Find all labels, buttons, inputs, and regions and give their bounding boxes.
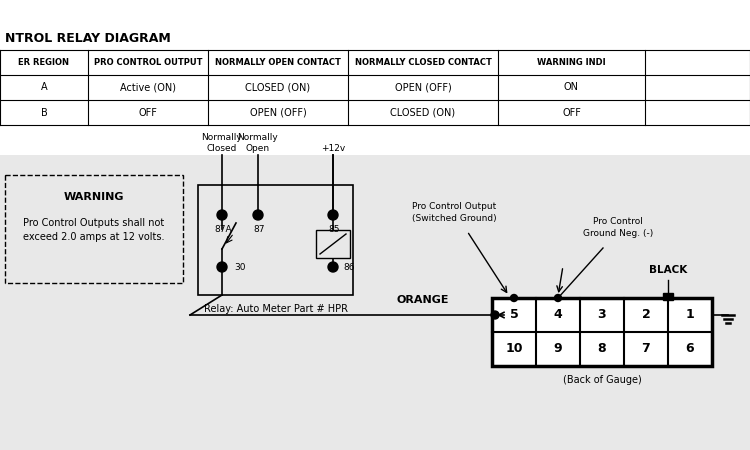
Text: NORMALLY OPEN CONTACT: NORMALLY OPEN CONTACT (215, 58, 341, 67)
Circle shape (328, 210, 338, 220)
Text: Normally
Open: Normally Open (238, 133, 278, 153)
Text: 86: 86 (343, 264, 355, 273)
Text: Pro Control Output
(Switched Ground): Pro Control Output (Switched Ground) (412, 202, 497, 223)
Text: ON: ON (564, 82, 579, 93)
Text: 8: 8 (598, 342, 606, 356)
Circle shape (253, 210, 263, 220)
Text: Active (ON): Active (ON) (120, 82, 176, 93)
Text: A: A (40, 82, 47, 93)
Text: 3: 3 (598, 309, 606, 321)
Circle shape (491, 311, 499, 319)
Text: OFF: OFF (139, 108, 158, 117)
Text: OPEN (OFF): OPEN (OFF) (250, 108, 306, 117)
Text: WARNING: WARNING (64, 192, 124, 202)
Bar (5, 175, 183, 283)
Circle shape (511, 294, 518, 302)
Text: 6: 6 (686, 342, 694, 356)
Bar (0, 155, 750, 450)
Text: CLOSED (ON): CLOSED (ON) (245, 82, 310, 93)
Text: Relay: Auto Meter Part # HPR: Relay: Auto Meter Part # HPR (203, 304, 347, 314)
Text: 4: 4 (554, 309, 562, 321)
Text: 10: 10 (506, 342, 523, 356)
Bar (663, 293, 673, 300)
Circle shape (328, 262, 338, 272)
Text: +12v: +12v (321, 144, 345, 153)
Text: 2: 2 (641, 309, 650, 321)
Circle shape (217, 210, 227, 220)
Circle shape (217, 262, 227, 272)
Text: 30: 30 (234, 264, 245, 273)
Text: (Back of Gauge): (Back of Gauge) (562, 375, 641, 385)
Text: 87A: 87A (214, 225, 232, 234)
Bar (492, 298, 712, 366)
Text: 7: 7 (641, 342, 650, 356)
Text: NTROL RELAY DIAGRAM: NTROL RELAY DIAGRAM (5, 32, 171, 45)
Text: ORANGE: ORANGE (396, 295, 448, 305)
Bar (316, 230, 350, 258)
Text: BLACK: BLACK (649, 265, 687, 275)
Text: Pro Control
Ground Neg. (-): Pro Control Ground Neg. (-) (583, 217, 653, 238)
Text: Pro Control Outputs shall not
exceed 2.0 amps at 12 volts.: Pro Control Outputs shall not exceed 2.0… (23, 218, 165, 243)
Text: 5: 5 (510, 309, 518, 321)
Circle shape (554, 294, 562, 302)
Text: CLOSED (ON): CLOSED (ON) (391, 108, 455, 117)
Text: OPEN (OFF): OPEN (OFF) (394, 82, 451, 93)
Text: OFF: OFF (562, 108, 581, 117)
Text: 87: 87 (254, 225, 265, 234)
Text: ER REGION: ER REGION (19, 58, 70, 67)
Text: 9: 9 (554, 342, 562, 356)
Text: PRO CONTROL OUTPUT: PRO CONTROL OUTPUT (94, 58, 202, 67)
Text: WARNING INDI: WARNING INDI (537, 58, 606, 67)
Text: NORMALLY CLOSED CONTACT: NORMALLY CLOSED CONTACT (355, 58, 491, 67)
Text: 85: 85 (328, 225, 340, 234)
Text: Normally
Closed: Normally Closed (202, 133, 242, 153)
Text: 1: 1 (686, 309, 694, 321)
Text: B: B (40, 108, 47, 117)
Bar (198, 185, 353, 295)
